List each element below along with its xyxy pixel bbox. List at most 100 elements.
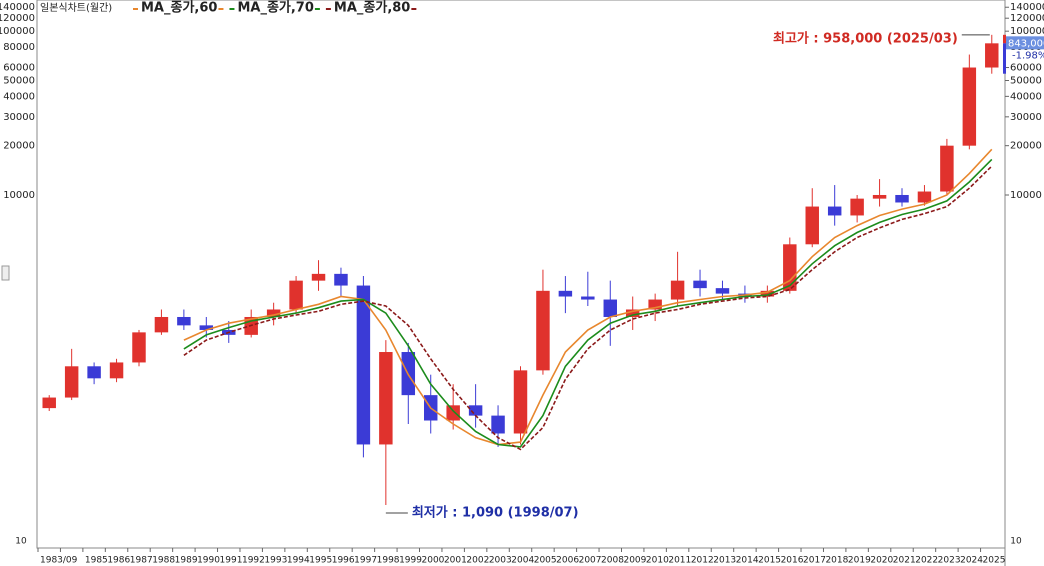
x-tick-label: 2025 — [983, 556, 1006, 566]
x-tick-label: 1986 — [107, 556, 130, 566]
x-tick-label: 2013 — [713, 556, 736, 566]
candle-body — [356, 285, 371, 445]
y-tick-label: 20000 — [1010, 141, 1042, 152]
candle-body — [311, 273, 326, 281]
y-tick-label: 60000 — [3, 63, 35, 74]
x-tick-label: 2008 — [601, 556, 624, 566]
x-tick-label: 2024 — [960, 556, 983, 566]
candle-body — [289, 280, 303, 310]
candle-body — [648, 299, 662, 310]
candle-body — [109, 362, 124, 379]
y-tick-label: 30000 — [3, 112, 35, 123]
x-tick-label: 2003 — [489, 556, 512, 566]
candle-body — [491, 415, 505, 434]
last-price-box — [1006, 36, 1044, 50]
candle-body — [760, 290, 775, 297]
candle-body — [558, 290, 573, 297]
annotation: 최고가 : 958,000 (2025/03) — [773, 31, 958, 46]
candle-body — [154, 316, 169, 333]
change-label: -1.98% — [1012, 50, 1044, 61]
candle-body — [872, 194, 887, 199]
y-tick-label: 50000 — [1010, 75, 1042, 86]
annotation: 최저가 : 1,090 (1998/07) — [412, 506, 579, 521]
range-bar — [1003, 34, 1006, 44]
x-tick-label: 2016 — [781, 556, 804, 566]
x-tick-label: 2014 — [736, 556, 759, 566]
candle-body — [625, 309, 640, 317]
x-tick-label: 1985 — [85, 556, 108, 566]
x-tick-label: 2020 — [870, 556, 893, 566]
candle-body — [985, 43, 999, 68]
candle-body — [827, 206, 842, 216]
candle-body — [917, 191, 932, 203]
scale-label: 10 — [1010, 537, 1022, 547]
candle-body — [334, 273, 348, 286]
x-tick-label: 2010 — [646, 556, 669, 566]
scale-label: 10 — [15, 537, 27, 547]
x-tick-label: 2000 — [422, 556, 445, 566]
x-tick-label: 1997 — [354, 556, 377, 566]
x-tick-label: 2021 — [893, 556, 916, 566]
candle-body — [895, 194, 909, 203]
legend-label: MA_종가,60 — [141, 1, 217, 16]
legend-label: MA_종가,70 — [237, 1, 313, 16]
x-tick-label: 1988 — [152, 556, 175, 566]
x-tick-label: 2009 — [623, 556, 646, 566]
y-tick-label: 30000 — [1010, 112, 1042, 123]
y-tick-label: 10000 — [3, 190, 35, 201]
candle-body — [850, 198, 864, 216]
x-tick-label: 1983/09 — [40, 556, 78, 566]
x-tick-label: 2002 — [466, 556, 489, 566]
x-tick-label: 1994 — [287, 556, 310, 566]
candle-body — [603, 299, 617, 317]
y-tick-label: 40000 — [1010, 91, 1042, 102]
x-tick-label: 2017 — [803, 556, 826, 566]
x-tick-label: 2023 — [938, 556, 961, 566]
x-tick-label: 2019 — [848, 556, 871, 566]
candle-body — [379, 352, 393, 445]
candle-body — [715, 288, 730, 294]
candle-body — [513, 370, 528, 434]
candle-body — [805, 206, 819, 245]
y-tick-label: 100000 — [0, 26, 35, 37]
x-tick-label: 1990 — [197, 556, 220, 566]
candle-body — [132, 332, 146, 363]
y-tick-label: 100000 — [1010, 26, 1044, 37]
candle-body — [266, 309, 281, 317]
x-tick-label: 1998 — [377, 556, 400, 566]
candle-body — [670, 280, 685, 300]
y-tick-label: 80000 — [3, 42, 35, 53]
y-tick-label: 140000 — [0, 2, 35, 13]
x-tick-label: 2022 — [915, 556, 938, 566]
plot-frame — [36, 0, 1006, 549]
candle-body — [962, 67, 977, 146]
last-price: 843,000 — [1008, 38, 1044, 49]
candle-body — [199, 325, 214, 330]
y-tick-label: 120000 — [1010, 13, 1044, 24]
candle-body — [693, 280, 707, 289]
x-tick-label: 1987 — [130, 556, 153, 566]
y-tick-label: 140000 — [1010, 2, 1044, 13]
candle-body — [42, 397, 56, 409]
candle-body — [536, 290, 550, 371]
candle-body — [783, 244, 797, 291]
x-tick-label: 1995 — [309, 556, 332, 566]
candle-body — [468, 405, 483, 416]
x-tick-label: 2007 — [579, 556, 602, 566]
x-tick-label: 2018 — [825, 556, 848, 566]
chart-title: 일본식차트(월간) — [40, 2, 112, 14]
side-handle[interactable] — [1, 265, 10, 281]
x-tick-label: 1999 — [399, 556, 422, 566]
candle-body — [940, 145, 954, 192]
candle-body — [87, 366, 101, 379]
x-tick-label: 2004 — [511, 556, 534, 566]
range-bar — [1003, 43, 1006, 74]
y-tick-label: 60000 — [1010, 63, 1042, 74]
y-tick-label: 20000 — [3, 141, 35, 152]
y-tick-label: 40000 — [3, 91, 35, 102]
x-tick-label: 1996 — [332, 556, 355, 566]
ma-line — [183, 148, 993, 446]
candle-body — [177, 316, 191, 326]
